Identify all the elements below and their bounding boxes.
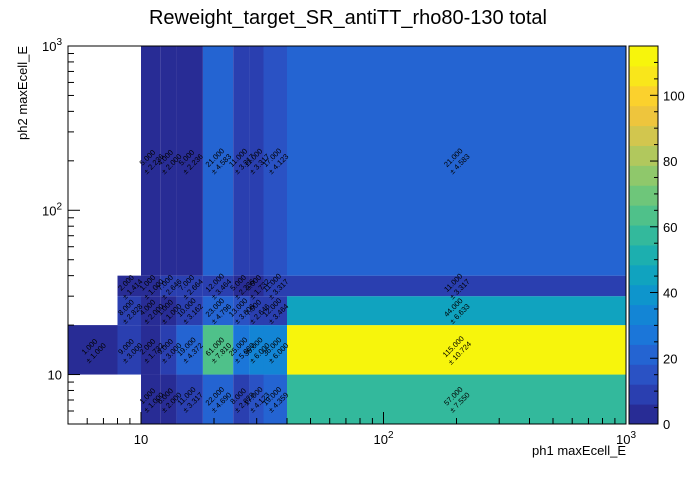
heatmap-cell (117, 275, 141, 297)
chart-title: Reweight_target_SR_antiTT_rho80-130 tota… (149, 7, 547, 29)
plot-frame (67, 45, 627, 425)
heatmap-cell (233, 46, 250, 276)
colorbar-frame (628, 45, 659, 425)
heatmap-cell (286, 325, 626, 375)
heatmap-cell (249, 296, 264, 326)
y-tick-label: 10 (48, 368, 62, 383)
heatmap-cell (140, 325, 161, 375)
heatmap-cell (263, 374, 287, 424)
heatmap-cell (249, 374, 264, 424)
x-tick-label: 10 (134, 432, 148, 447)
colorbar-tick-label: 40 (663, 286, 677, 301)
x-axis-label: ph1 maxEcell_E (532, 443, 626, 458)
colorbar-segment (629, 244, 658, 266)
colorbar-segment (629, 324, 658, 345)
y-tick-label: 102 (42, 201, 62, 218)
heatmap-cell (176, 46, 203, 276)
heatmap-cell (233, 275, 250, 297)
heatmap-cell (160, 325, 177, 375)
heatmap-cell (176, 296, 203, 326)
colorbar-segment (629, 384, 658, 405)
heatmap-cell (176, 374, 203, 424)
heatmap-cell (233, 325, 250, 375)
heatmap-cell (286, 275, 626, 297)
heatmap-cell (176, 275, 203, 297)
x-tick-label: 103 (616, 430, 636, 447)
heatmap-cell (202, 374, 234, 424)
cells-layer (68, 46, 626, 424)
heatmap-cell (286, 46, 626, 276)
heatmap-cell (233, 374, 250, 424)
heatmap-cell (176, 325, 203, 375)
heatmap-cell (160, 374, 177, 424)
heatmap-cell (202, 296, 234, 326)
heatmap-cell (160, 275, 177, 297)
colorbar-segment (629, 344, 658, 365)
heatmap-cell (249, 275, 264, 297)
colorbar-segment (629, 264, 658, 286)
heatmap-cell (233, 296, 250, 326)
colorbar-segment (629, 145, 658, 166)
colorbar-segment (629, 185, 658, 206)
heatmap-cell (140, 275, 161, 297)
heatmap-cell (202, 275, 234, 297)
colorbar: 0 20 40 60 80 100 (628, 45, 685, 432)
heatmap-cell (140, 374, 161, 424)
heatmap-cell (286, 374, 626, 424)
colorbar-segment (629, 65, 658, 87)
heatmap-cell (263, 275, 287, 297)
heatmap-cell (202, 325, 234, 375)
heatmap-cell (263, 325, 287, 375)
heatmap-cell (263, 296, 287, 326)
colorbar-tick-label: 0 (663, 417, 670, 432)
colorbar-segment (629, 364, 658, 385)
colorbar-tick-label: 20 (663, 351, 677, 366)
colorbar-segment (629, 165, 658, 186)
heatmap-cell (160, 46, 177, 276)
colorbar-segment (629, 284, 658, 306)
y-tick-label: 103 (42, 37, 62, 54)
axes-layer: 10 10 102 102 103 103 (42, 37, 636, 447)
heatmap-cell (140, 46, 161, 276)
heatmap-cell (68, 325, 118, 375)
heatmap-cell (140, 296, 161, 326)
colorbar-tick-label: 60 (663, 220, 677, 235)
x-tick-label: 102 (373, 430, 393, 447)
colorbar-segment (629, 105, 658, 127)
colorbar-tick-label: 100 (663, 88, 685, 103)
colorbar-segment (629, 85, 658, 107)
heatmap-cell (117, 296, 141, 326)
colorbar-segment (629, 304, 658, 326)
colorbar-segment (629, 225, 658, 246)
heatmap-cell (202, 46, 234, 276)
colorbar-segment (629, 125, 658, 146)
heatmap-cell (117, 325, 141, 375)
colorbar-segment (629, 205, 658, 226)
heatmap-cell (249, 325, 264, 375)
y-axis-label: ph2 maxEcell_E (15, 46, 30, 140)
heatmap-cell (263, 46, 287, 276)
heatmap-cell (160, 296, 177, 326)
heatmap-cell (286, 296, 626, 326)
colorbar-tick-label: 80 (663, 154, 677, 169)
colorbar-segment (629, 404, 658, 425)
heatmap-cell (249, 46, 264, 276)
colorbar-segment (629, 46, 658, 67)
